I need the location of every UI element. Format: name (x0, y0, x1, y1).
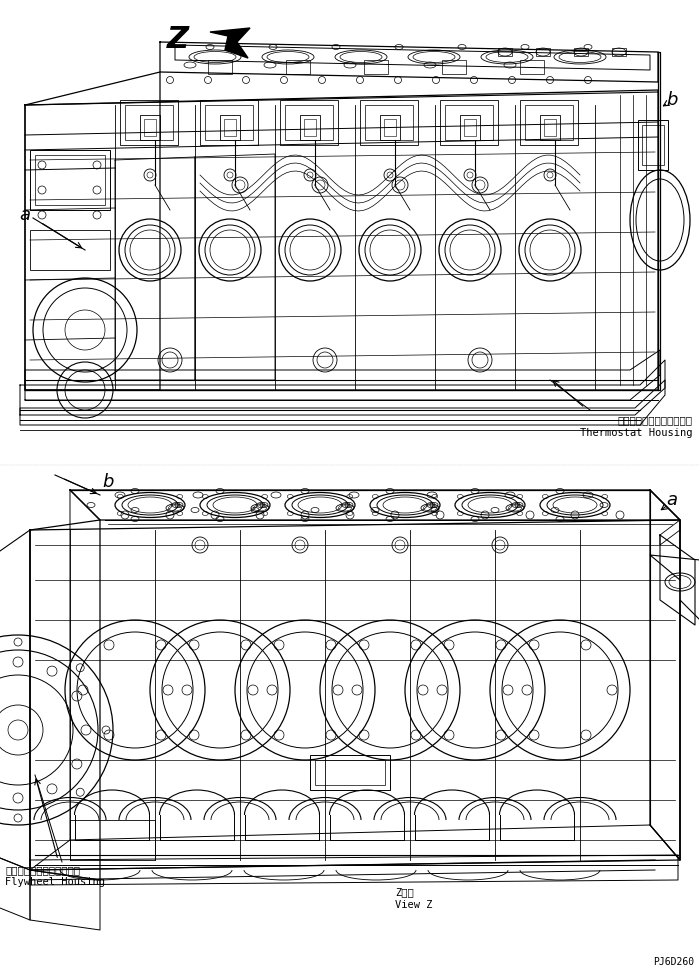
Bar (286, 60, 310, 74)
Text: Z　視: Z 視 (395, 887, 414, 897)
Bar (200, 100, 258, 145)
Text: a: a (20, 206, 31, 224)
Bar (30, 150, 110, 210)
Text: Thermostat Housing: Thermostat Housing (579, 428, 692, 438)
Bar (125, 105, 173, 140)
Bar (642, 125, 664, 165)
Bar (144, 119, 156, 136)
Text: Z: Z (167, 25, 189, 55)
Bar (205, 105, 253, 140)
Bar (498, 48, 512, 56)
Text: a: a (667, 491, 677, 509)
Bar (536, 48, 550, 56)
Text: PJ6D260: PJ6D260 (653, 957, 694, 967)
Bar (540, 115, 560, 140)
Polygon shape (210, 28, 250, 58)
Text: Flywheel Housing: Flywheel Housing (5, 877, 105, 887)
Text: View Z: View Z (395, 900, 433, 910)
Text: サーモスタットハウジング: サーモスタットハウジング (617, 415, 692, 425)
Bar (310, 755, 390, 790)
Bar (35, 155, 105, 205)
Bar (520, 60, 544, 74)
Bar (300, 115, 320, 140)
Bar (445, 105, 493, 140)
Bar (442, 60, 466, 74)
Bar (365, 105, 413, 140)
Bar (304, 119, 316, 136)
Text: b: b (102, 473, 114, 491)
Text: b: b (666, 91, 678, 109)
Bar (525, 105, 573, 140)
Bar (285, 105, 333, 140)
Bar (440, 100, 498, 145)
Bar (380, 115, 400, 140)
Bar (315, 760, 385, 785)
Bar (384, 119, 396, 136)
Bar (544, 119, 556, 136)
Bar (574, 48, 588, 56)
Bar (612, 48, 626, 56)
Bar (120, 100, 178, 145)
Bar (280, 100, 338, 145)
Bar (30, 230, 110, 270)
Bar (208, 60, 232, 74)
Bar (140, 115, 160, 140)
Bar (520, 100, 578, 145)
Bar (638, 120, 668, 170)
Bar (464, 119, 476, 136)
Bar (220, 115, 240, 140)
Bar (224, 119, 236, 136)
Text: フライホイールハウジング: フライホイールハウジング (5, 865, 80, 875)
Bar (460, 115, 480, 140)
Bar (360, 100, 418, 145)
Bar (364, 60, 388, 74)
